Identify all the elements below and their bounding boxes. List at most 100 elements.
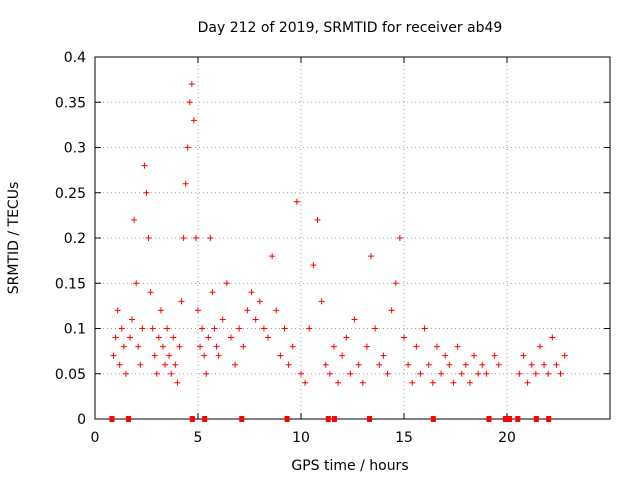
data-point xyxy=(215,352,222,359)
data-point xyxy=(289,343,296,350)
data-point xyxy=(260,325,267,332)
data-point xyxy=(207,235,214,241)
zero-marker xyxy=(109,416,115,422)
data-point xyxy=(114,307,121,314)
data-point xyxy=(363,343,370,350)
data-point xyxy=(347,370,354,377)
data-point xyxy=(127,334,134,341)
data-point xyxy=(223,280,230,287)
data-point xyxy=(201,352,208,359)
data-point xyxy=(330,343,337,350)
zero-marker xyxy=(325,416,331,422)
data-point xyxy=(561,352,568,359)
data-point xyxy=(232,361,239,368)
data-point xyxy=(293,198,300,205)
data-point xyxy=(516,370,523,377)
data-point xyxy=(545,370,552,377)
data-point xyxy=(157,307,164,314)
data-point xyxy=(285,361,292,368)
data-point xyxy=(335,379,342,386)
data-point xyxy=(351,316,358,323)
zero-marker xyxy=(202,416,208,422)
data-point xyxy=(155,334,162,341)
data-point xyxy=(110,352,117,359)
data-point xyxy=(256,298,263,305)
data-point xyxy=(244,307,251,314)
data-point xyxy=(532,370,539,377)
data-point xyxy=(298,370,304,377)
data-point xyxy=(131,216,138,223)
data-point xyxy=(203,370,210,377)
data-point xyxy=(401,334,407,341)
data-point xyxy=(273,307,280,314)
data-point xyxy=(343,334,350,341)
zero-marker xyxy=(125,416,131,422)
data-point xyxy=(162,361,169,368)
data-point xyxy=(120,343,127,350)
data-point xyxy=(281,325,288,332)
data-point xyxy=(536,343,543,350)
data-points xyxy=(109,81,568,422)
data-point xyxy=(541,361,548,368)
data-point xyxy=(151,352,158,359)
zero-marker xyxy=(331,416,337,422)
data-point xyxy=(135,343,142,350)
x-axis-label: GPS time / hours xyxy=(291,458,408,474)
data-point xyxy=(153,370,160,377)
data-point xyxy=(265,334,272,341)
data-point xyxy=(483,370,490,377)
data-point xyxy=(190,117,197,124)
data-point xyxy=(425,361,432,368)
data-point xyxy=(396,235,403,241)
data-point xyxy=(380,352,387,359)
data-point xyxy=(197,343,204,350)
data-point xyxy=(339,352,346,359)
data-point xyxy=(174,379,181,386)
data-point xyxy=(409,379,416,386)
data-point xyxy=(205,334,212,341)
data-point xyxy=(355,361,362,368)
data-point xyxy=(116,361,123,368)
data-point xyxy=(462,361,469,368)
data-point xyxy=(139,325,146,332)
data-point xyxy=(159,343,166,350)
data-point xyxy=(475,370,482,377)
data-point xyxy=(372,325,379,332)
zero-marker xyxy=(189,416,195,422)
data-point xyxy=(248,289,255,296)
x-tick-label: 5 xyxy=(194,430,203,446)
zero-marker xyxy=(502,416,508,422)
data-point xyxy=(421,325,428,332)
y-tick-label: 0.25 xyxy=(55,186,86,202)
zero-marker xyxy=(239,416,245,422)
x-tick-label: 0 xyxy=(91,430,100,446)
data-point xyxy=(269,253,276,260)
data-point xyxy=(133,280,140,287)
data-point xyxy=(252,316,259,323)
data-point xyxy=(188,81,195,88)
axis-ticks: 0 5 10 15 20 0 0.05 0.1 0.15 0.2 0.25 0.3 0.35 0.4 xyxy=(55,50,610,446)
data-point xyxy=(528,361,535,368)
data-point xyxy=(479,361,486,368)
data-point xyxy=(143,189,150,196)
data-point xyxy=(392,280,399,287)
data-point xyxy=(442,352,449,359)
data-point xyxy=(368,253,375,260)
data-point xyxy=(471,352,478,359)
data-point xyxy=(388,307,395,314)
data-point xyxy=(122,370,129,377)
data-point xyxy=(227,334,234,341)
data-point xyxy=(417,370,424,377)
data-point xyxy=(429,379,436,386)
data-point xyxy=(524,379,531,386)
y-tick-label: 0.3 xyxy=(64,141,86,157)
data-point xyxy=(168,370,175,377)
zero-marker xyxy=(366,416,372,422)
zero-marker xyxy=(430,416,436,422)
data-point xyxy=(359,379,366,386)
data-point xyxy=(277,352,284,359)
data-point xyxy=(466,379,473,386)
data-point xyxy=(137,361,144,368)
data-point xyxy=(170,334,177,341)
